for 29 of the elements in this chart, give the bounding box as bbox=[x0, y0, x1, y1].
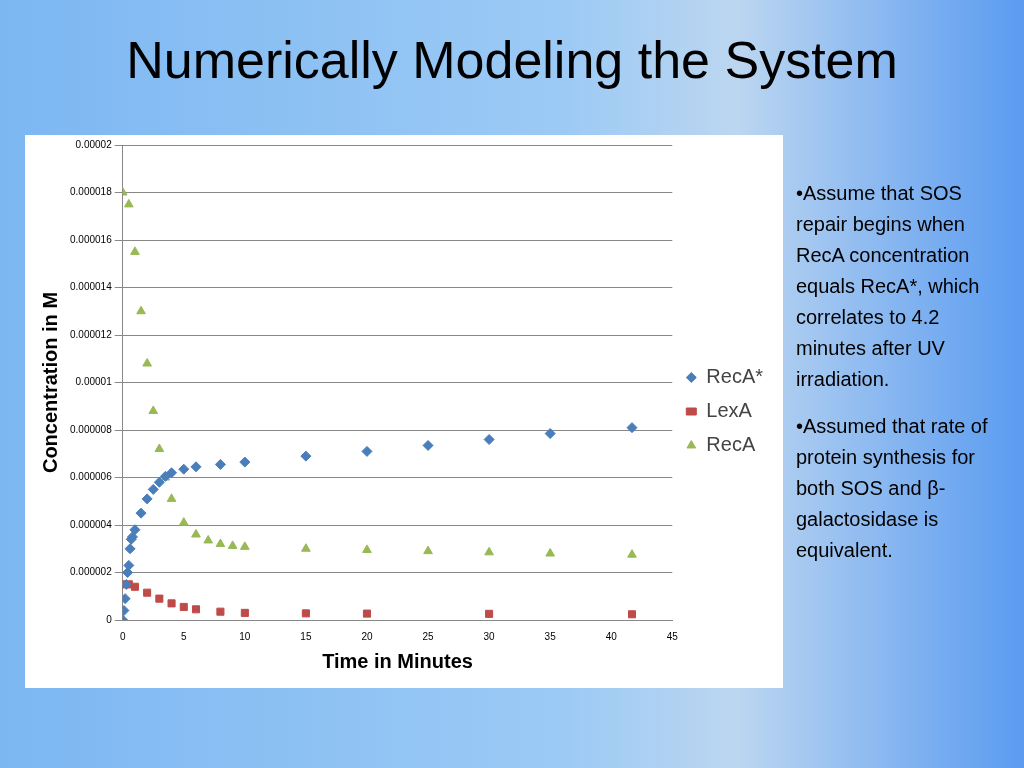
x-tick-label: 35 bbox=[544, 630, 557, 642]
chart-title: Numerically Modeling the System bbox=[125, 30, 899, 90]
x-axis-title: Time in Minutes bbox=[322, 649, 473, 672]
legend-label: RecA* bbox=[706, 365, 764, 388]
x-tick-label: 30 bbox=[483, 630, 496, 642]
x-tick-label: 40 bbox=[605, 630, 618, 642]
text: •Assume that SOS repair begins when RecA concentration equals RecA*, which correlates to 4.2 minutes after UV irradiation. bbox=[796, 181, 981, 392]
y-tick-label: 0.000016 bbox=[69, 233, 113, 245]
x-tick-label: 10 bbox=[239, 630, 251, 642]
y-tick-label: 0.000004 bbox=[69, 518, 113, 530]
x-tick-label: 5 bbox=[180, 630, 187, 642]
y-tick-label: 0.00002 bbox=[75, 138, 113, 150]
y-tick-label: 0.000006 bbox=[69, 471, 113, 483]
y-tick-label: 0.00001 bbox=[75, 376, 113, 388]
legend-label: LexA bbox=[706, 399, 753, 422]
y-tick-label: 0.000002 bbox=[69, 566, 113, 578]
y-axis-title: Concentration in M bbox=[38, 291, 61, 474]
text: •Assumed that rate of protein synthesis for both SOS and β-galactosidase is equivalent. bbox=[796, 414, 989, 563]
x-tick-label: 20 bbox=[361, 630, 373, 642]
y-tick-label: 0.000018 bbox=[69, 186, 113, 198]
y-tick-label: 0.000014 bbox=[69, 281, 113, 293]
x-tick-label: 15 bbox=[300, 630, 312, 642]
x-tick-label: 25 bbox=[422, 630, 435, 642]
y-tick-label: 0 bbox=[106, 613, 113, 625]
y-tick-label: 0.000008 bbox=[69, 423, 113, 435]
legend-label: RecA bbox=[706, 433, 756, 456]
x-tick-label: 0 bbox=[119, 630, 126, 642]
y-tick-label: 0.000012 bbox=[69, 328, 113, 340]
x-tick-label: 45 bbox=[666, 630, 679, 642]
